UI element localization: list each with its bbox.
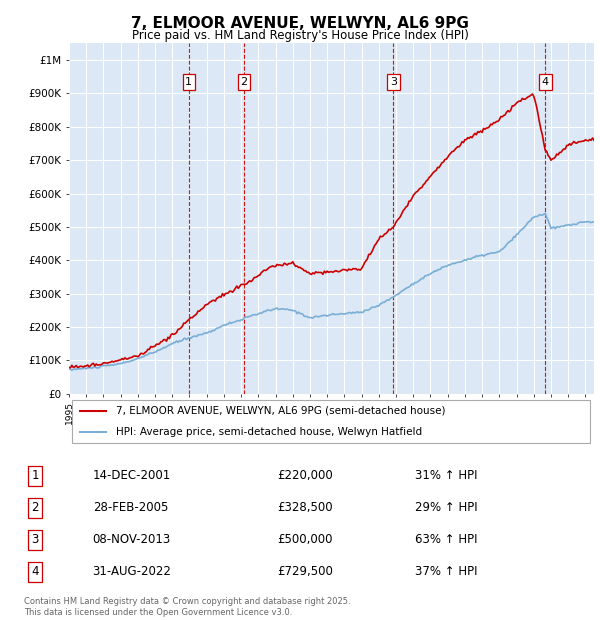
FancyBboxPatch shape xyxy=(71,400,590,443)
Text: 31-AUG-2022: 31-AUG-2022 xyxy=(92,565,172,578)
Text: 7, ELMOOR AVENUE, WELWYN, AL6 9PG: 7, ELMOOR AVENUE, WELWYN, AL6 9PG xyxy=(131,16,469,31)
Text: HPI: Average price, semi-detached house, Welwyn Hatfield: HPI: Average price, semi-detached house,… xyxy=(116,427,422,437)
Text: £328,500: £328,500 xyxy=(277,502,332,514)
Text: 2: 2 xyxy=(31,502,39,514)
Text: 1: 1 xyxy=(185,77,193,87)
Text: 4: 4 xyxy=(31,565,39,578)
Text: £729,500: £729,500 xyxy=(277,565,333,578)
Text: 3: 3 xyxy=(390,77,397,87)
Text: 1: 1 xyxy=(31,469,39,482)
Text: 7, ELMOOR AVENUE, WELWYN, AL6 9PG (semi-detached house): 7, ELMOOR AVENUE, WELWYN, AL6 9PG (semi-… xyxy=(116,405,446,415)
Text: £220,000: £220,000 xyxy=(277,469,333,482)
Text: Contains HM Land Registry data © Crown copyright and database right 2025.
This d: Contains HM Land Registry data © Crown c… xyxy=(24,598,350,617)
Text: Price paid vs. HM Land Registry's House Price Index (HPI): Price paid vs. HM Land Registry's House … xyxy=(131,30,469,42)
Text: 31% ↑ HPI: 31% ↑ HPI xyxy=(415,469,478,482)
Text: 14-DEC-2001: 14-DEC-2001 xyxy=(92,469,171,482)
Text: 63% ↑ HPI: 63% ↑ HPI xyxy=(415,533,478,546)
Text: 4: 4 xyxy=(542,77,549,87)
Text: 37% ↑ HPI: 37% ↑ HPI xyxy=(415,565,478,578)
Text: 3: 3 xyxy=(31,533,39,546)
Text: £500,000: £500,000 xyxy=(277,533,332,546)
Text: 29% ↑ HPI: 29% ↑ HPI xyxy=(415,502,478,514)
Text: 08-NOV-2013: 08-NOV-2013 xyxy=(92,533,171,546)
Text: 2: 2 xyxy=(241,77,247,87)
Text: 28-FEB-2005: 28-FEB-2005 xyxy=(92,502,168,514)
